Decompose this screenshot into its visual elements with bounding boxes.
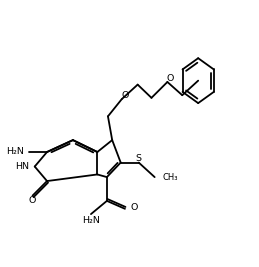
Text: O: O — [29, 196, 36, 205]
Text: O: O — [130, 203, 138, 212]
Text: O: O — [167, 73, 174, 83]
Text: O: O — [121, 91, 129, 100]
Text: HN: HN — [15, 162, 30, 171]
Text: CH₃: CH₃ — [162, 172, 178, 182]
Text: H₂N: H₂N — [6, 147, 24, 156]
Text: S: S — [136, 154, 142, 163]
Text: H₂N: H₂N — [82, 216, 100, 225]
